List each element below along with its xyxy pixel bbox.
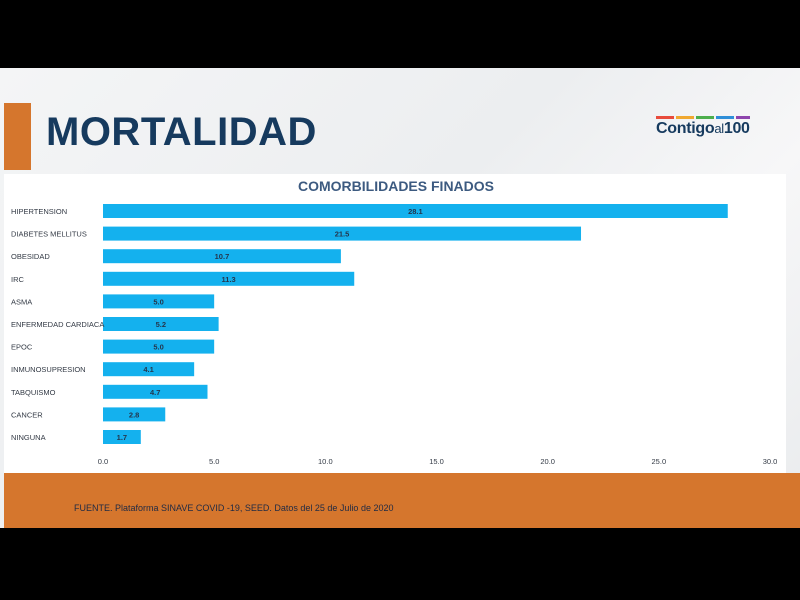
logo-color-stripe-5 [736,116,750,119]
bar-asma [103,294,215,309]
chart-title: COMORBILIDADES FINADOS [298,178,494,194]
logo-color-stripe-1 [656,116,674,119]
data-label-irc: 11.3 [222,275,236,284]
data-label-ninguna: 1.7 [117,433,127,442]
logo-color-stripe-4 [716,116,734,119]
bar-hipertension [103,204,728,218]
category-label-epoc: EPOC [11,343,33,352]
category-label-ninguna: NINGUNA [11,433,46,442]
contigo-al-100-logo: Contigoal100 [652,116,754,142]
data-label-asma: 5.0 [153,297,163,306]
x-tick-label: 15.0 [429,457,444,466]
page-title: MORTALIDAD [46,110,317,154]
data-label-enfermedad-cardiaca: 5.2 [156,320,166,329]
bar-epoc [103,339,215,354]
bar-tabquismo [103,384,208,399]
category-label-inmunosupresion: INMUNOSUPRESION [11,365,86,374]
bars-group: 28.1 21.5 10.7 11.3 5.0 5.2 5.0 4.1 4.7 2.8 1.7 [103,204,728,444]
logo-color-stripe-3 [696,116,714,119]
category-label-enfermedad-cardiaca: ENFERMEDAD CARDIACA [11,320,104,329]
data-label-tabquismo: 4.7 [150,388,160,397]
logo-main: Contigo [656,120,715,137]
source-note: FUENTE. Plataforma SINAVE COVID -19, SEE… [74,503,394,513]
bar-cancer [103,407,166,422]
logo-mid: al [714,121,724,136]
bar-irc [103,271,355,286]
footer-band: FUENTE. Plataforma SINAVE COVID -19, SEE… [4,473,800,528]
data-label-inmunosupresion: 4.1 [143,365,153,374]
bar-enfermedad-cardiaca [103,317,219,331]
category-label-diabetes-mellitus: DIABETES MELLITUS [11,230,87,239]
x-tick-label: 5.0 [209,457,219,466]
logo-num: 100 [723,120,750,137]
orange-accent-bar [4,103,31,170]
category-label-asma: ASMA [11,297,32,306]
data-label-diabetes-mellitus: 21.5 [335,230,350,239]
x-tick-label: 0.0 [98,457,108,466]
data-label-hipertension: 28.1 [408,207,423,216]
bar-obesidad [103,249,341,264]
x-tick-label: 25.0 [652,457,667,466]
comorbidities-bar-chart: COMORBILIDADES FINADOS 28.1 21.5 10.7 11.3 5… [11,178,778,466]
category-label-hipertension: HIPERTENSION [11,207,67,216]
slide: MORTALIDAD Contigoal100 COMORBILIDADES F… [0,68,800,528]
x-tick-label: 30.0 [763,457,778,466]
data-label-obesidad: 10.7 [215,252,230,261]
category-label-tabquismo: TABQUISMO [11,388,56,397]
bar-ninguna [103,430,141,444]
chart-panel: COMORBILIDADES FINADOS 28.1 21.5 10.7 11.3 5… [4,174,786,479]
category-label-irc: IRC [11,275,25,284]
x-tick-label: 20.0 [540,457,555,466]
logo-color-stripe-2 [676,116,694,119]
logo-text: Contigoal100 [656,120,750,138]
category-label-obesidad: OBESIDAD [11,252,50,261]
x-tick-labels: 0.0 5.0 10.0 15.0 20.0 25.0 30.0 [98,457,778,466]
data-label-cancer: 2.8 [129,410,139,419]
bar-diabetes-mellitus [103,226,582,241]
x-tick-label: 10.0 [318,457,333,466]
category-label-cancer: CANCER [11,410,43,419]
bar-inmunosupresion [103,362,195,377]
category-labels: HIPERTENSION DIABETES MELLITUS OBESIDAD IRC… [11,207,104,442]
data-label-epoc: 5.0 [153,343,163,352]
